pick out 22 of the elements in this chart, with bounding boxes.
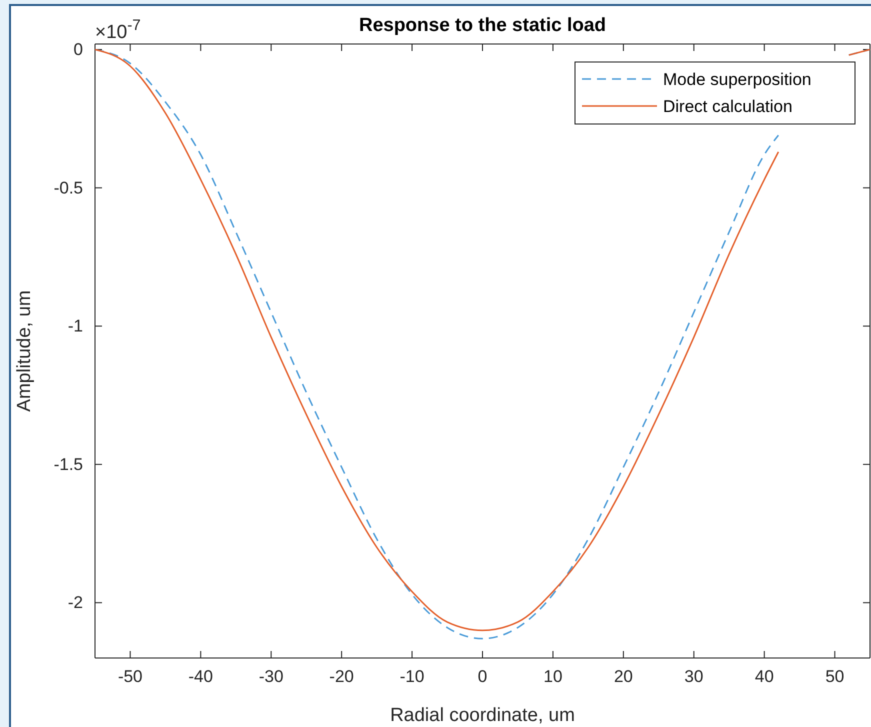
text: ×10$^{-7}$ [95, 16, 141, 43]
x-tick-label: -50 [118, 667, 143, 686]
x-tick-label: -10 [400, 667, 424, 686]
x-tick-label: 10 [543, 667, 562, 686]
x-tick-label: -20 [329, 667, 354, 686]
x-tick-label: -40 [188, 667, 213, 686]
x-tick-label: -30 [258, 667, 284, 686]
x-tick-label: 50 [825, 667, 844, 686]
y-tick-label: -1.5 [54, 454, 83, 474]
x-tick-label: 30 [684, 667, 704, 686]
y-tick-label: 0 [74, 40, 83, 59]
y-tick-label: -1 [68, 316, 83, 336]
legend-label: Direct calculation [663, 97, 792, 116]
chart-title: Response to the static load [358, 15, 606, 36]
x-tick-label: 40 [754, 667, 774, 686]
legend-label: Mode superposition [663, 70, 812, 89]
x-tick-label: 0 [478, 667, 488, 686]
y-tick-label: -2 [68, 593, 83, 612]
x-tick-label: 20 [614, 667, 633, 686]
y-tick-label: -0.5 [54, 178, 83, 198]
y-axis-title: Amplitude, um [14, 290, 35, 412]
x-axis-title: Radial coordinate, um [390, 705, 575, 726]
